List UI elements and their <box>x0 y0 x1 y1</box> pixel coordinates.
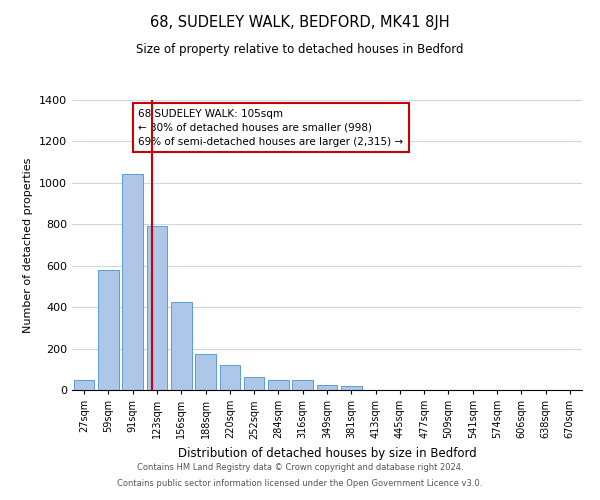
Bar <box>341 386 362 390</box>
Y-axis label: Number of detached properties: Number of detached properties <box>23 158 34 332</box>
Bar <box>171 302 191 390</box>
Text: Contains public sector information licensed under the Open Government Licence v3: Contains public sector information licen… <box>118 478 482 488</box>
Bar <box>292 380 313 390</box>
Bar <box>268 380 289 390</box>
Text: 68, SUDELEY WALK, BEDFORD, MK41 8JH: 68, SUDELEY WALK, BEDFORD, MK41 8JH <box>150 15 450 30</box>
Bar <box>146 226 167 390</box>
Bar <box>220 365 240 390</box>
Bar <box>98 270 119 390</box>
Bar <box>195 354 216 390</box>
Text: 68 SUDELEY WALK: 105sqm
← 30% of detached houses are smaller (998)
69% of semi-d: 68 SUDELEY WALK: 105sqm ← 30% of detache… <box>139 108 403 146</box>
Text: Size of property relative to detached houses in Bedford: Size of property relative to detached ho… <box>136 42 464 56</box>
Bar <box>317 386 337 390</box>
X-axis label: Distribution of detached houses by size in Bedford: Distribution of detached houses by size … <box>178 447 476 460</box>
Bar <box>74 380 94 390</box>
Text: Contains HM Land Registry data © Crown copyright and database right 2024.: Contains HM Land Registry data © Crown c… <box>137 464 463 472</box>
Bar <box>244 377 265 390</box>
Bar <box>122 174 143 390</box>
